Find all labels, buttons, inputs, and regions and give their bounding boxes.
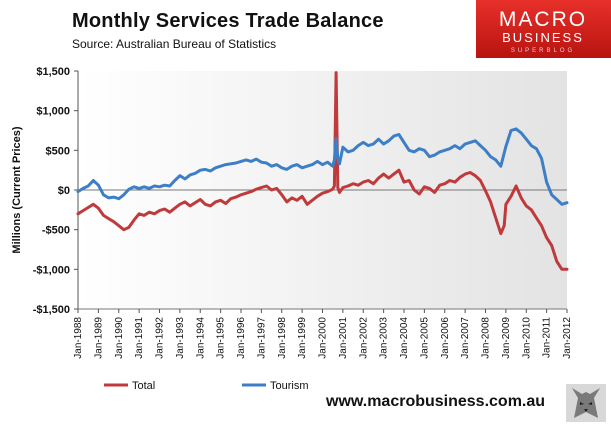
wolf-logo-icon — [566, 384, 606, 422]
x-tick-label: Jan-2001 — [338, 317, 349, 359]
x-tick-label: Jan-1998 — [277, 317, 288, 359]
x-tick-label: Jan-1997 — [256, 317, 267, 359]
x-tick-label: Jan-1991 — [134, 317, 145, 359]
y-tick-label: -$1,500 — [33, 304, 70, 316]
y-tick-label: $500 — [46, 145, 70, 157]
x-tick-label: Jan-1990 — [114, 317, 125, 359]
y-tick-label: $1,500 — [36, 66, 70, 78]
macrobusiness-logo: MACRO BUSINESS SUPERBLOG — [476, 0, 611, 58]
logo-text-superblog: SUPERBLOG — [511, 48, 575, 54]
y-tick-label: $1,000 — [36, 106, 70, 118]
chart-subtitle: Source: Australian Bureau of Statistics — [72, 37, 277, 51]
x-tick-label: Jan-1988 — [73, 317, 84, 359]
series-line-tourism — [76, 127, 569, 206]
y-tick-label: -$1,000 — [33, 264, 70, 276]
y-tick-label: -$500 — [42, 225, 70, 237]
x-tick-label: Jan-1996 — [236, 317, 247, 359]
y-axis-label: Millions (Current Prices) — [11, 126, 23, 253]
x-tick-label: Jan-1992 — [155, 317, 166, 359]
x-tick-label: Jan-2012 — [562, 317, 573, 359]
x-tick-label: Jan-2006 — [440, 317, 451, 359]
chart-title: Monthly Services Trade Balance — [72, 10, 384, 32]
x-tick-label: Jan-1999 — [297, 317, 308, 359]
x-tick-label: Jan-2004 — [399, 317, 410, 359]
series-line-total — [76, 71, 569, 271]
y-tick-label: $0 — [58, 185, 70, 197]
x-tick-label: Jan-2005 — [419, 317, 430, 359]
x-tick-label: Jan-1995 — [216, 317, 227, 359]
x-tick-label: Jan-1993 — [175, 317, 186, 359]
x-tick-label: Jan-2008 — [481, 317, 492, 359]
logo-text-macro: MACRO — [499, 8, 587, 31]
x-tick-label: Jan-2000 — [318, 317, 329, 359]
x-tick-label: Jan-2003 — [379, 317, 390, 359]
x-tick-label: Jan-2011 — [542, 317, 553, 358]
x-tick-label: Jan-2010 — [521, 317, 532, 359]
logo-text-business: BUSINESS — [502, 30, 584, 45]
website-url: www.macrobusiness.com.au — [326, 393, 546, 410]
x-tick-label: Jan-2007 — [460, 317, 471, 359]
legend-label-total: Total — [132, 380, 155, 392]
x-tick-label: Jan-1989 — [93, 317, 104, 359]
legend-label-tourism: Tourism — [270, 380, 309, 392]
x-tick-label: Jan-1994 — [195, 317, 206, 359]
x-tick-label: Jan-2009 — [501, 317, 512, 359]
x-tick-label: Jan-2002 — [358, 317, 369, 359]
